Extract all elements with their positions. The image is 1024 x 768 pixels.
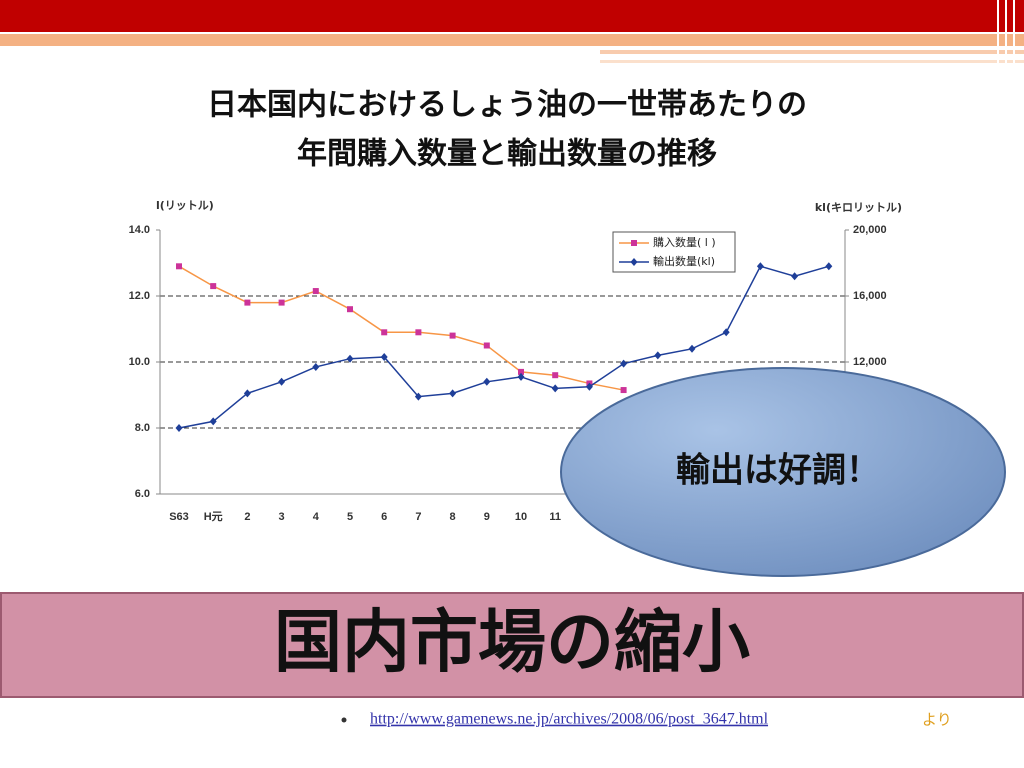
marker (518, 368, 524, 375)
marker (312, 362, 320, 371)
series-line (178, 265, 830, 429)
x-tick-label: H元 (204, 510, 223, 523)
bullet (341, 717, 347, 723)
marker (449, 332, 456, 339)
y2-tick-label: 12,000 (853, 356, 887, 368)
legend-box (612, 231, 736, 273)
marker (688, 344, 696, 353)
marker (517, 372, 525, 381)
y-tick-label: 12.0 (129, 290, 150, 302)
legend-label: 購入数量( l ) (653, 235, 716, 249)
marker (483, 342, 490, 349)
marker (209, 417, 217, 426)
top-stripe (0, 34, 1024, 46)
x-tick-label: 2 (244, 511, 250, 523)
marker (415, 329, 422, 336)
marker (585, 382, 593, 391)
series-line (178, 265, 624, 391)
y-axis-label: l(リットル) (156, 199, 214, 212)
banner: 国内市場の縮小 (274, 604, 750, 683)
marker (347, 306, 353, 313)
marker (243, 389, 251, 398)
marker (791, 272, 799, 281)
marker (278, 377, 286, 386)
legend-label: 輸出数量(kl) (653, 254, 715, 268)
marker (551, 384, 559, 393)
callout-ellipse (560, 367, 1006, 577)
marker (756, 262, 764, 271)
banner-box (0, 592, 1024, 698)
legend-marker (631, 240, 637, 246)
marker (449, 389, 457, 398)
x-tick-label: 5 (347, 511, 353, 523)
marker (483, 377, 491, 386)
callout: 輸出は好調！ (676, 451, 880, 491)
marker (380, 353, 388, 362)
marker (620, 387, 627, 394)
y-tick-label: 10.0 (129, 356, 150, 368)
source-link[interactable]: http://www.gamenews.ne.jp/archives/2008/… (370, 711, 769, 728)
y2-tick-label: 20,000 (853, 224, 887, 236)
title: 日本国内におけるしょう油の一世帯あたりの (207, 88, 807, 123)
marker (346, 354, 354, 363)
title: 年間購入数量と輸出数量の推移 (297, 137, 717, 172)
marker (552, 372, 559, 379)
y-tick-label: 6.0 (135, 488, 150, 500)
x-tick-label: 9 (484, 511, 490, 523)
marker (381, 329, 388, 336)
marker (278, 299, 285, 306)
x-tick-label: 4 (313, 511, 320, 523)
x-tick-label: 3 (279, 511, 285, 523)
marker (825, 262, 833, 271)
chart: l(リットル) kl(キロリットル) 6.0 8.0 10.0 12.0 14.0 12,00… (129, 199, 902, 523)
marker (312, 288, 319, 295)
marker (176, 263, 182, 270)
marker (654, 351, 662, 360)
y2-axis-label: kl(キロリットル) (815, 201, 902, 214)
marker (210, 283, 217, 290)
marker (175, 424, 183, 432)
top-stripe (600, 60, 1024, 63)
x-tick-label: 10 (515, 511, 527, 523)
y2-tick-label: 16,000 (853, 290, 887, 302)
top-stripe (600, 50, 1024, 54)
legend-marker (630, 258, 638, 266)
x-tick-label: 8 (450, 511, 456, 523)
edge-lines (997, 0, 1015, 70)
marker (722, 328, 730, 337)
y-tick-label: 14.0 (129, 224, 150, 236)
x-tick-label: 11 (549, 511, 561, 523)
x-tick-label: 7 (415, 511, 421, 523)
x-tick-label: 6 (381, 511, 387, 523)
source-suffix: より (922, 711, 952, 729)
marker (620, 359, 628, 368)
y-tick-label: 8.0 (135, 422, 150, 434)
x-tick-label: S63 (169, 511, 189, 523)
top-band (0, 0, 1024, 32)
marker (414, 392, 422, 401)
marker (244, 299, 251, 306)
